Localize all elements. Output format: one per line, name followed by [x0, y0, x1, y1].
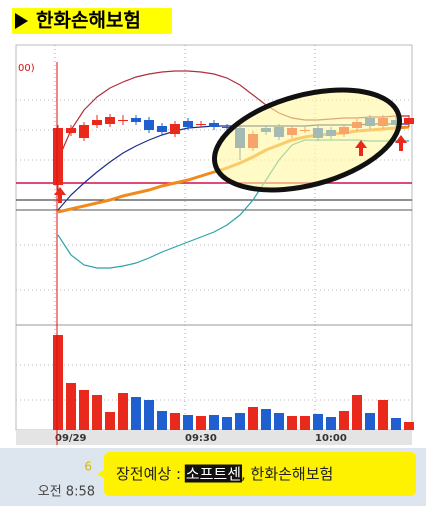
message-highlight: 소프트센: [186, 465, 241, 483]
candle-body: [79, 125, 89, 138]
candle-body: [144, 120, 154, 130]
candle-body: [209, 123, 219, 127]
unread-count: 6: [84, 460, 92, 474]
volume-bar: [274, 413, 284, 430]
message-text[interactable]: 장전예상 : 소프트센, 한화손해보험: [116, 465, 333, 483]
volume-bar: [326, 417, 336, 430]
volume-bar: [365, 413, 375, 430]
x-axis-strip: [16, 430, 412, 445]
title: 한화손해보험: [36, 10, 141, 32]
message-highlight-bg: [184, 464, 242, 483]
volume-bar: [196, 416, 206, 430]
volume-bar: [378, 400, 388, 430]
volume-bar: [66, 383, 76, 430]
message-time: 오전 8:58: [38, 485, 95, 500]
candle-body: [183, 121, 193, 127]
volume-bar: [157, 411, 167, 430]
candle-body: [222, 127, 232, 128]
volume-bar: [183, 415, 193, 430]
volume-bar: [235, 413, 245, 430]
volume-bar: [209, 415, 219, 430]
volume-bar: [339, 411, 349, 430]
candle-body: [118, 120, 128, 121]
volume-bar: [53, 335, 63, 430]
title-highlight: [12, 8, 172, 34]
highlight-ellipse: [212, 87, 402, 193]
volume-bar: [300, 416, 310, 430]
candle-body: [105, 117, 115, 124]
x-tick-label: 09/29: [55, 433, 87, 444]
volume-bar: [313, 414, 323, 430]
candle-body: [53, 128, 63, 185]
candle-body: [196, 124, 206, 125]
volume-bar: [118, 393, 128, 430]
message-prefix: 장전예상 :: [116, 465, 186, 483]
candle-body: [404, 118, 414, 124]
candle-body: [157, 126, 167, 132]
volume-bar: [391, 418, 401, 430]
candle-body: [170, 124, 180, 134]
message-bubble[interactable]: [97, 452, 416, 496]
volume-bar: [105, 412, 115, 430]
volume-bar: [248, 407, 258, 430]
volume-bar: [404, 422, 414, 430]
signal-arrows: [54, 135, 407, 203]
volume-bar: [131, 397, 141, 430]
candle-body: [92, 120, 102, 125]
x-tick-label: 10:00: [315, 433, 347, 444]
candle-body: [131, 118, 141, 122]
candle-body: [66, 128, 76, 133]
volume-bar: [222, 417, 232, 430]
message-suffix: , 한화손해보험: [241, 465, 333, 483]
volume-bar: [287, 416, 297, 430]
x-tick-label: 09:30: [185, 433, 217, 444]
volume-bar: [79, 390, 89, 430]
indicator-label: 00): [18, 63, 35, 74]
title-arrow: [15, 13, 28, 29]
volume-bar: [261, 409, 271, 430]
volume-bar: [92, 395, 102, 430]
volume-bar: [144, 400, 154, 430]
volume-bar: [170, 413, 180, 430]
volume-bar: [352, 395, 362, 430]
